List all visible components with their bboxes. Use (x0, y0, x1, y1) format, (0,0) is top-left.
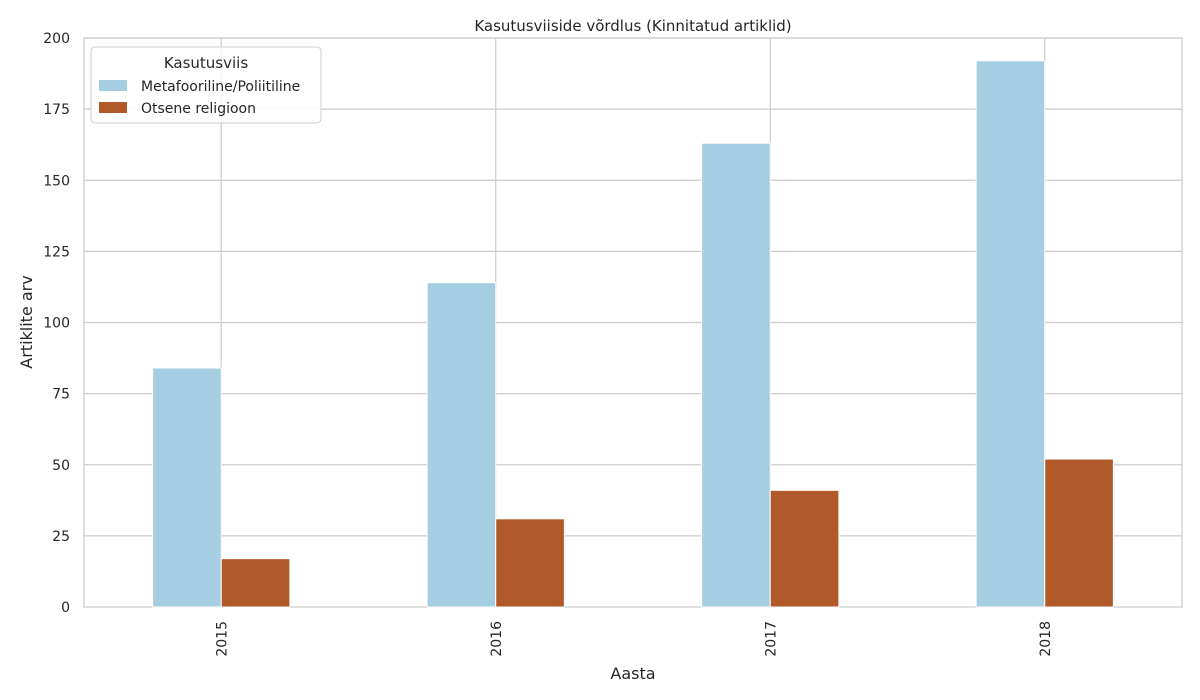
legend: Kasutusviis Metafooriline/Poliitiline Ots… (90, 46, 322, 124)
chart-title: Kasutusviiside võrdlus (Kinnitatud artik… (474, 17, 791, 35)
y-tick-label: 200 (43, 31, 70, 47)
x-axis-label: Aasta (610, 664, 655, 683)
y-tick-label: 150 (43, 173, 70, 189)
bar-metaphorical-2016 (426, 282, 497, 608)
bar-religion-2016 (495, 518, 565, 608)
legend-swatch (99, 102, 127, 113)
bar-metaphorical-2018 (975, 60, 1046, 608)
y-axis-ticks: 0 25 50 75 100 125 150 175 200 (43, 31, 70, 616)
legend-swatch (99, 80, 127, 91)
bar-metaphorical-2015 (152, 367, 222, 608)
x-axis-ticks: 2015 2016 2017 2018 (214, 621, 1054, 657)
legend-label: Otsene religioon (141, 101, 256, 117)
bar-religion-2018 (1044, 458, 1114, 608)
y-tick-label: 50 (52, 458, 70, 474)
bar-religion-2015 (220, 558, 291, 608)
legend-box (90, 46, 322, 124)
y-tick-label: 175 (43, 102, 70, 118)
x-tick-label: 2016 (489, 621, 505, 657)
y-tick-label: 75 (52, 387, 70, 403)
y-tick-label: 125 (43, 244, 70, 260)
legend-items: Metafooriline/Poliitiline Otsene religioo… (99, 79, 300, 117)
y-tick-label: 25 (52, 529, 70, 545)
bar-religion-2017 (769, 489, 840, 608)
y-tick-label: 0 (61, 600, 70, 616)
bar-metaphorical-2017 (701, 142, 771, 608)
x-tick-label: 2015 (214, 621, 230, 657)
x-tick-label: 2017 (763, 621, 779, 657)
legend-title: Kasutusviis (164, 54, 249, 72)
bars (152, 60, 1114, 608)
legend-label: Metafooriline/Poliitiline (141, 79, 300, 95)
plot-area: 0 25 50 75 100 125 150 175 200 2015 2016 2017 2018 (43, 31, 1183, 657)
x-tick-label: 2018 (1038, 621, 1054, 657)
y-tick-label: 100 (43, 316, 70, 332)
y-axis-label: Artiklite arv (17, 275, 36, 368)
